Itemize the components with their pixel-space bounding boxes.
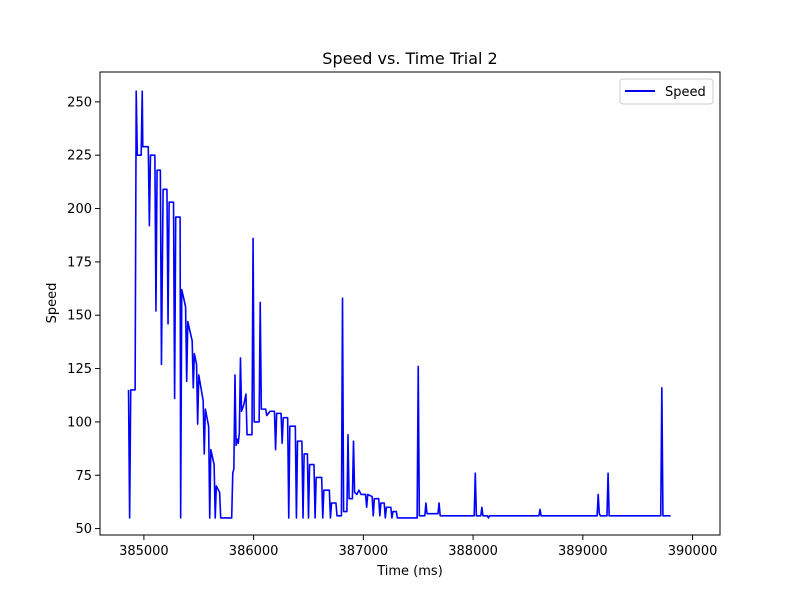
x-tick-label: 385000 — [119, 544, 169, 559]
y-axis-label: Speed — [45, 283, 60, 324]
x-tick-label: 388000 — [448, 544, 498, 559]
y-tick-label: 250 — [67, 95, 92, 110]
plot-area — [100, 72, 720, 535]
series-layer — [127, 90, 671, 519]
y-tick-label: 200 — [67, 202, 92, 217]
legend: Speed — [619, 78, 714, 105]
legend-box — [619, 78, 714, 105]
y-tick-label: 50 — [75, 522, 92, 537]
plot-frame — [99, 71, 721, 536]
legend-label-speed: Speed — [665, 85, 706, 100]
y-tick-label: 175 — [67, 255, 92, 270]
y-axis-ticks: 50 75 100 125 150 175 200 225 250 — [67, 95, 100, 537]
x-tick-label: 386000 — [229, 544, 279, 559]
x-tick-label: 390000 — [668, 544, 718, 559]
x-tick-label: 389000 — [558, 544, 608, 559]
x-axis-ticks: 385000 386000 387000 388000 389000 390000 — [119, 535, 717, 559]
y-tick-label: 225 — [67, 149, 92, 164]
y-tick-label: 75 — [75, 469, 92, 484]
y-tick-label: 150 — [67, 309, 92, 324]
y-tick-label: 100 — [67, 415, 92, 430]
series-line-speed — [127, 90, 671, 519]
x-tick-label: 387000 — [339, 544, 389, 559]
x-axis-label: Time (ms) — [376, 564, 443, 579]
y-tick-label: 125 — [67, 362, 92, 377]
chart-title: Speed vs. Time Trial 2 — [322, 49, 497, 68]
